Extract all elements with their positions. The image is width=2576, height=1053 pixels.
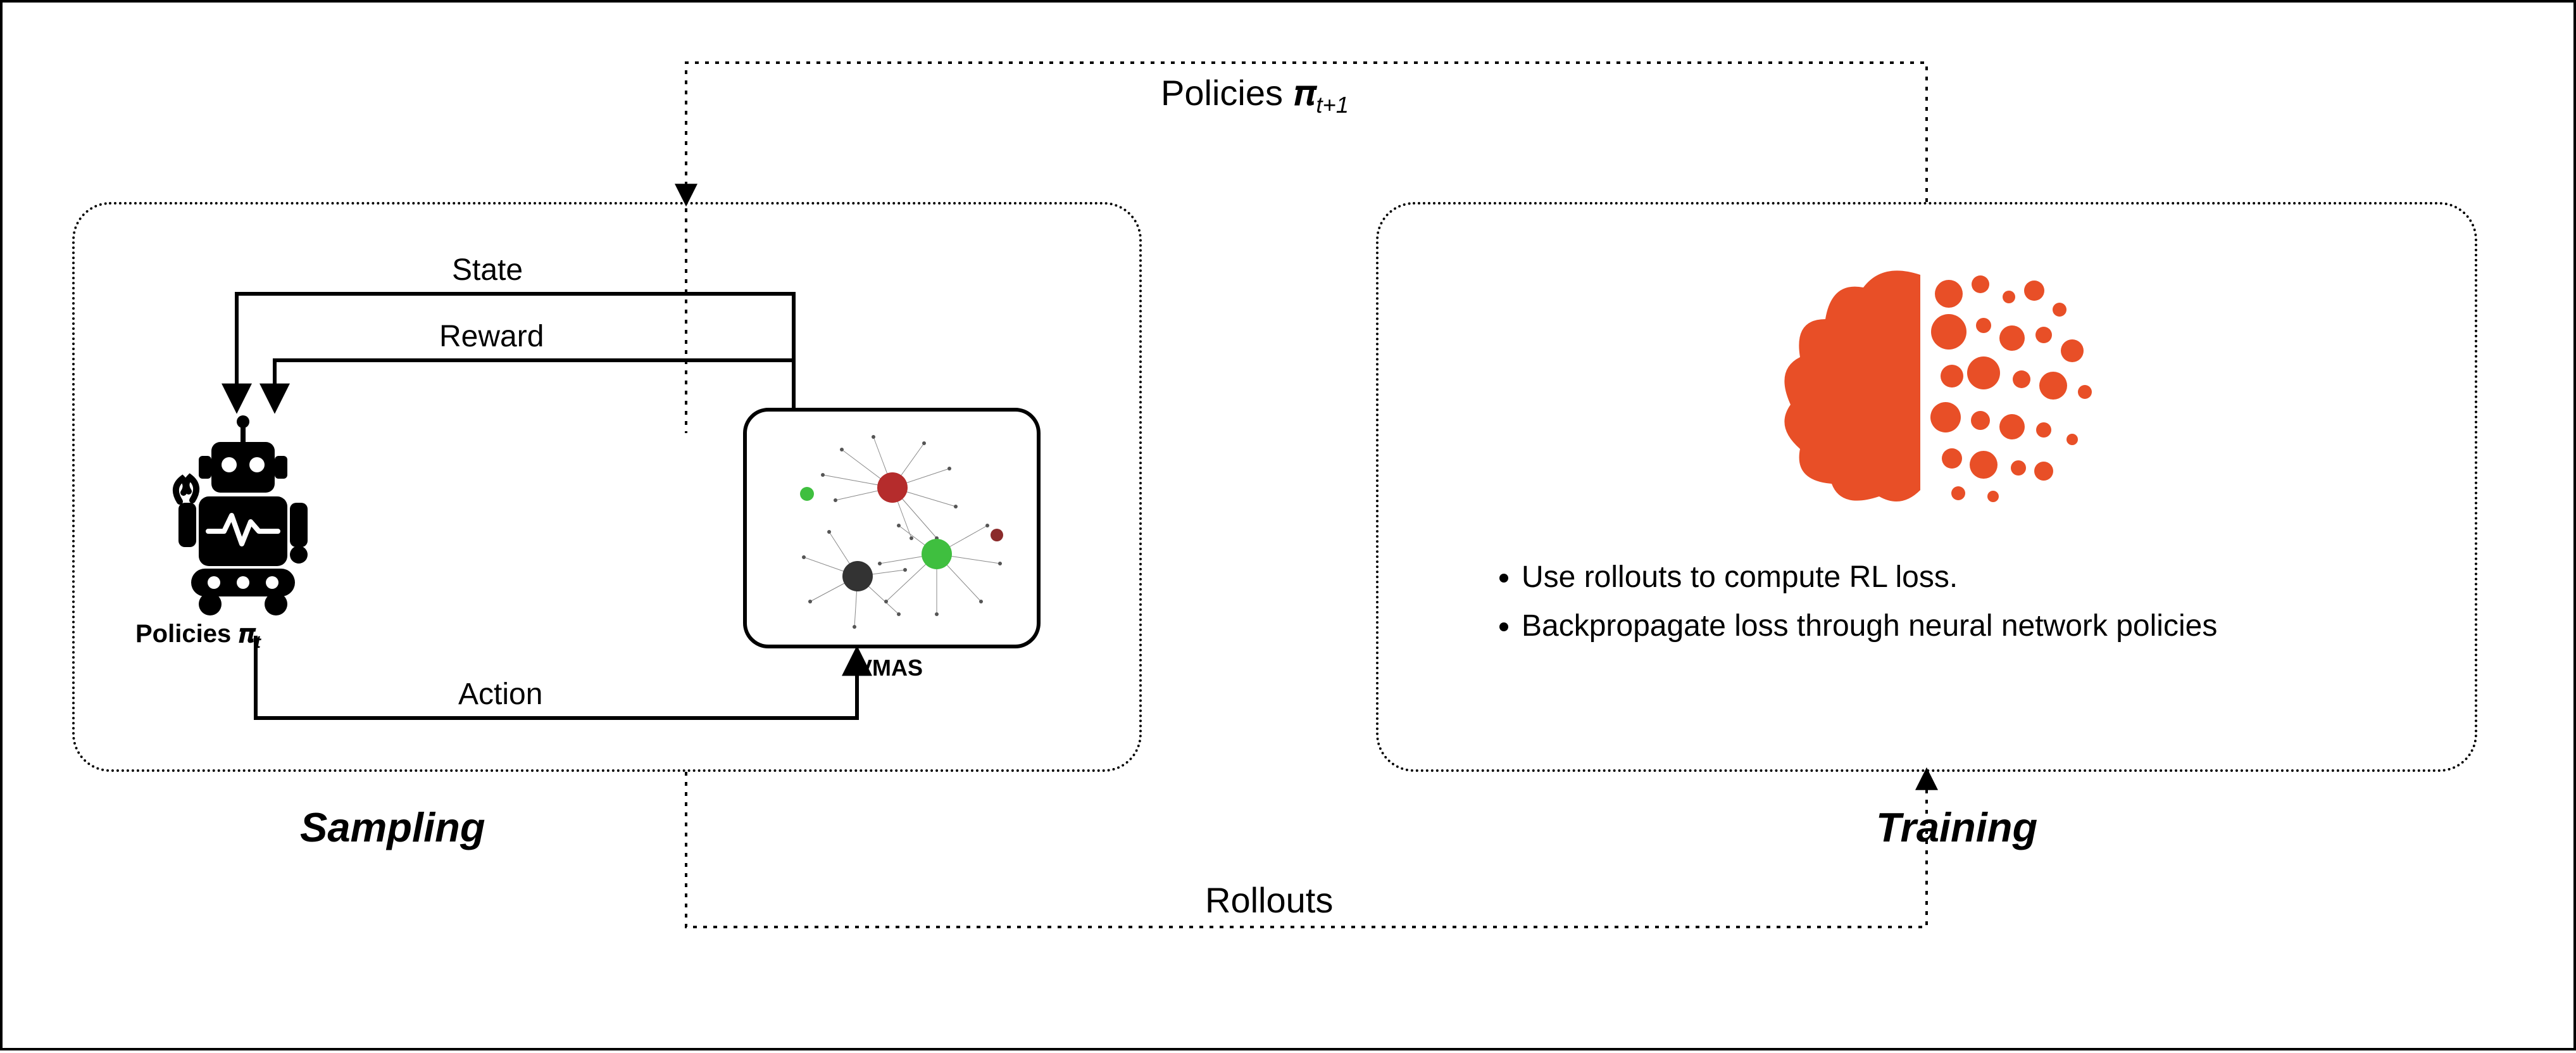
action-label: Action <box>458 677 542 712</box>
diagram-canvas: Policies 𝝅t+1 Rollouts Sampling Training… <box>0 0 2576 1050</box>
state-label: State <box>452 253 523 287</box>
policies-next-text: Policies 𝝅 <box>1161 73 1316 113</box>
policies-next-label: Policies 𝝅t+1 <box>1161 72 1349 118</box>
vmas-network-icon <box>747 412 1044 652</box>
policies-current-sub: t <box>255 632 261 652</box>
vmas-label: VMAS <box>857 655 923 681</box>
sampling-title: Sampling <box>300 804 485 851</box>
rollouts-label: Rollouts <box>1205 880 1333 921</box>
policies-next-sub: t+1 <box>1316 92 1349 118</box>
training-bullets: Use rollouts to compute RL loss. Backpro… <box>1490 553 2408 651</box>
brain-icon <box>1756 249 2110 519</box>
training-bullet-1: Use rollouts to compute RL loss. <box>1522 553 2408 602</box>
reward-label: Reward <box>439 319 544 354</box>
training-bullet-2: Backpropagate loss through neural networ… <box>1522 602 2408 651</box>
policies-current-label: Policies 𝝅t <box>135 620 261 652</box>
policies-current-text: Policies 𝝅 <box>135 620 255 648</box>
vmas-box <box>743 408 1041 648</box>
training-title: Training <box>1876 804 2037 851</box>
robot-icon <box>161 414 325 617</box>
